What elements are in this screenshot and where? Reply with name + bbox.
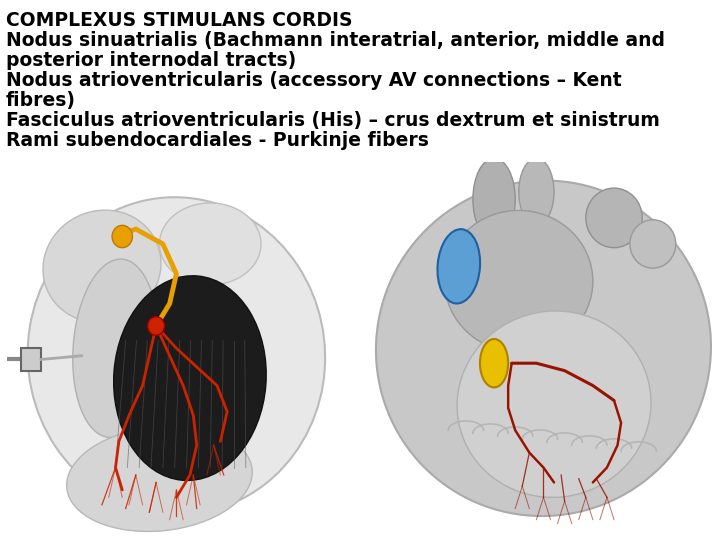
- Ellipse shape: [445, 211, 593, 352]
- Ellipse shape: [376, 180, 711, 516]
- Text: Nodus atrioventricularis (accessory AV connections – Kent: Nodus atrioventricularis (accessory AV c…: [6, 71, 621, 90]
- Ellipse shape: [67, 426, 252, 531]
- Text: posterior internodal tracts): posterior internodal tracts): [6, 51, 296, 70]
- Ellipse shape: [43, 210, 161, 322]
- Circle shape: [148, 316, 165, 335]
- Text: Rami subendocardiales - Purkinje fibers: Rami subendocardiales - Purkinje fibers: [6, 131, 428, 150]
- Text: Nodus sinuatrialis (Bachmann interatrial, anterior, middle and: Nodus sinuatrialis (Bachmann interatrial…: [6, 31, 665, 50]
- Ellipse shape: [27, 197, 325, 514]
- Circle shape: [630, 220, 676, 268]
- Ellipse shape: [457, 311, 651, 497]
- Ellipse shape: [160, 203, 261, 285]
- Text: COMPLEXUS STIMULANS CORDIS: COMPLEXUS STIMULANS CORDIS: [6, 11, 352, 30]
- Ellipse shape: [114, 276, 266, 481]
- Ellipse shape: [438, 229, 480, 303]
- Text: fibres): fibres): [6, 91, 76, 110]
- Ellipse shape: [480, 339, 508, 387]
- Text: Fasciculus atrioventricularis (His) – crus dextrum et sinistrum: Fasciculus atrioventricularis (His) – cr…: [6, 111, 660, 130]
- Circle shape: [112, 225, 132, 248]
- Ellipse shape: [73, 259, 158, 437]
- Ellipse shape: [473, 158, 516, 240]
- Ellipse shape: [518, 158, 554, 225]
- Circle shape: [586, 188, 642, 248]
- FancyBboxPatch shape: [21, 348, 41, 370]
